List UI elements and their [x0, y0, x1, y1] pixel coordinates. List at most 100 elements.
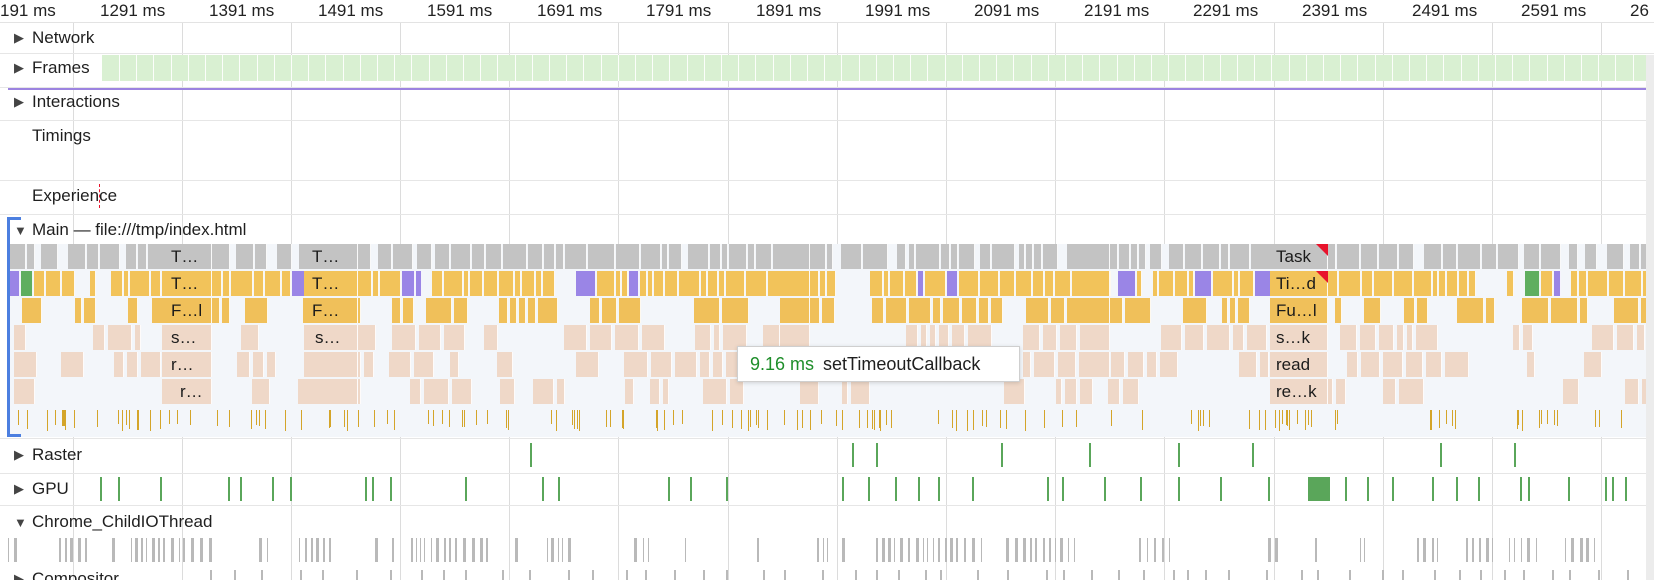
io-event[interactable] — [547, 538, 548, 562]
gpu-event[interactable] — [868, 477, 870, 501]
raster-event[interactable] — [876, 443, 878, 467]
compositor-event[interactable] — [784, 570, 786, 580]
compositor-event[interactable] — [1007, 570, 1009, 580]
expand-triangle-icon[interactable] — [14, 447, 32, 463]
io-event[interactable] — [1536, 538, 1537, 562]
labeled-slice[interactable] — [1080, 271, 1110, 296]
script-slice[interactable] — [1160, 352, 1178, 377]
task-slice[interactable] — [756, 244, 772, 269]
timer-slice[interactable] — [470, 271, 483, 296]
function-slice[interactable] — [1183, 298, 1207, 323]
task-slice[interactable] — [1169, 244, 1184, 269]
io-event[interactable] — [1043, 538, 1045, 562]
io-event[interactable] — [757, 538, 759, 562]
timer-slice[interactable] — [1234, 271, 1239, 296]
task-slice[interactable] — [1541, 244, 1561, 269]
io-event[interactable] — [515, 538, 518, 562]
task-slice[interactable] — [941, 244, 950, 269]
io-event[interactable] — [894, 538, 895, 562]
task-slice[interactable] — [710, 244, 721, 269]
script-slice[interactable] — [1407, 325, 1413, 350]
script-slice[interactable] — [1340, 325, 1357, 350]
io-event[interactable] — [267, 538, 268, 562]
script-slice[interactable] — [1379, 325, 1394, 350]
io-event[interactable] — [1594, 538, 1595, 562]
expand-triangle-icon[interactable] — [14, 571, 32, 580]
script-slice[interactable] — [642, 325, 665, 350]
io-event[interactable] — [1074, 538, 1075, 562]
function-slice[interactable] — [1522, 298, 1549, 323]
compositor-event[interactable] — [1046, 570, 1048, 580]
compositor-event[interactable] — [1349, 570, 1351, 580]
raster-event[interactable] — [1089, 443, 1091, 467]
io-event[interactable] — [1486, 538, 1489, 562]
task-slice[interactable] — [355, 244, 371, 269]
task-slice[interactable] — [959, 244, 975, 269]
function-slice[interactable] — [872, 298, 884, 323]
compositor-event[interactable] — [1402, 570, 1404, 580]
script-slice[interactable] — [1563, 379, 1579, 404]
script-slice[interactable] — [392, 325, 416, 350]
labeled-slice[interactable] — [780, 325, 810, 350]
raster-track-header[interactable]: Raster — [14, 442, 82, 468]
script-slice[interactable] — [968, 325, 992, 350]
compositor-event[interactable] — [1523, 570, 1525, 580]
task-slice[interactable] — [1443, 244, 1457, 269]
compositor-event[interactable] — [645, 570, 647, 580]
io-event[interactable] — [259, 538, 262, 562]
task-slice[interactable] — [68, 244, 86, 269]
io-event[interactable] — [882, 538, 885, 562]
script-slice[interactable] — [1445, 352, 1469, 377]
labeled-slice[interactable] — [304, 325, 358, 350]
compositor-event[interactable] — [674, 570, 676, 580]
io-event[interactable] — [981, 538, 982, 562]
compositor-event[interactable] — [726, 570, 728, 580]
io-event[interactable] — [392, 538, 394, 562]
gpu-event[interactable] — [1268, 477, 1270, 501]
labeled-slice[interactable] — [304, 271, 358, 296]
gpu-event[interactable] — [1432, 477, 1434, 501]
labeled-slice[interactable] — [1270, 352, 1328, 377]
script-slice[interactable] — [1023, 352, 1031, 377]
script-slice[interactable] — [452, 379, 472, 404]
io-event[interactable] — [1580, 538, 1583, 562]
gpu-event[interactable] — [690, 477, 692, 501]
gpu-event[interactable] — [118, 477, 120, 501]
timer-slice[interactable] — [484, 271, 498, 296]
task-slice[interactable] — [87, 244, 99, 269]
timer-slice[interactable] — [210, 271, 222, 296]
function-slice[interactable] — [222, 298, 230, 323]
script-slice[interactable] — [1383, 352, 1403, 377]
io-event[interactable] — [1492, 538, 1493, 562]
script-slice[interactable] — [1065, 379, 1077, 404]
script-slice[interactable] — [723, 325, 747, 350]
timer-slice[interactable] — [1240, 271, 1254, 296]
compositor-event[interactable] — [1118, 570, 1120, 580]
script-slice[interactable] — [624, 352, 648, 377]
io-event[interactable] — [956, 538, 958, 562]
gpu-event[interactable] — [1605, 477, 1607, 501]
script-slice[interactable] — [851, 379, 870, 404]
compositor-event[interactable] — [529, 570, 531, 580]
labeled-slice[interactable] — [162, 325, 212, 350]
task-slice[interactable] — [1498, 244, 1519, 269]
function-slice[interactable] — [602, 298, 617, 323]
gpu-event[interactable] — [972, 477, 974, 501]
script-slice[interactable] — [557, 379, 565, 404]
gpu-event[interactable] — [895, 477, 897, 501]
script-slice[interactable] — [714, 325, 720, 350]
labeled-slice[interactable] — [162, 244, 212, 269]
script-slice[interactable] — [141, 352, 161, 377]
script-slice[interactable] — [952, 325, 965, 350]
task-slice[interactable] — [126, 244, 137, 269]
task-slice[interactable] — [1424, 244, 1442, 269]
io-event[interactable] — [444, 538, 446, 562]
timer-slice[interactable] — [1571, 271, 1578, 296]
io-event[interactable] — [1586, 538, 1589, 562]
labeled-slice[interactable] — [780, 271, 810, 296]
timer-slice[interactable] — [746, 271, 767, 296]
vertical-scrollbar[interactable] — [1646, 55, 1654, 580]
io-thread-track-header[interactable]: Chrome_ChildIOThread — [14, 509, 212, 535]
gpu-event[interactable] — [938, 477, 940, 501]
timer-slice[interactable] — [1394, 271, 1413, 296]
